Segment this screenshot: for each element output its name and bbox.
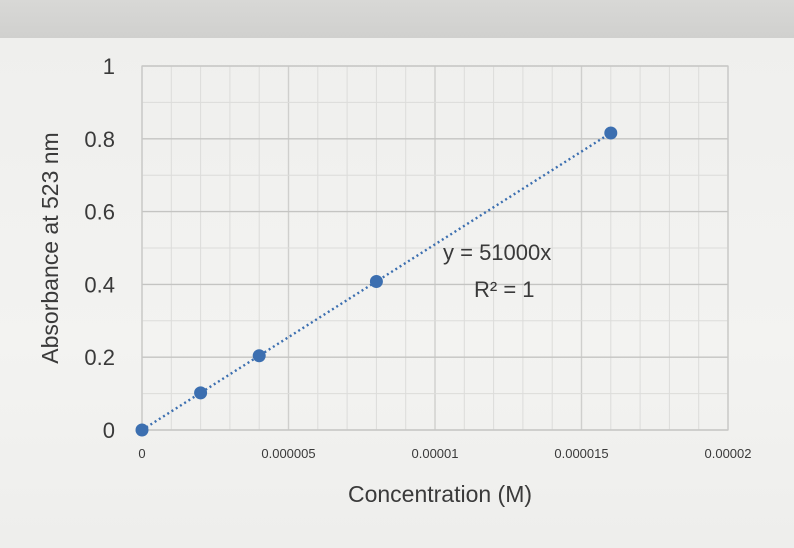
data-points — [135, 126, 618, 437]
x-tick-label: 0 — [138, 446, 145, 461]
data-point — [604, 126, 618, 140]
y-axis-title: Absorbance at 523 nm — [37, 132, 63, 363]
x-tick-label: 0.00001 — [412, 446, 459, 461]
data-point — [252, 349, 266, 363]
trendline-equation: y = 51000x — [443, 240, 551, 265]
y-axis-tick-labels: 0 0.2 0.4 0.6 0.8 1 — [84, 54, 115, 443]
data-point — [135, 423, 149, 437]
chart-area — [0, 38, 794, 548]
plot-border — [141, 65, 729, 431]
data-point — [369, 274, 383, 288]
y-tick-label: 0.2 — [84, 345, 115, 370]
x-axis-tick-labels: 0 0.000005 0.00001 0.000015 0.00002 — [138, 446, 751, 461]
x-tick-label: 0.000005 — [261, 446, 315, 461]
x-axis-title: Concentration (M) — [348, 481, 532, 507]
y-tick-label: 0 — [103, 418, 115, 443]
y-tick-label: 0.4 — [84, 272, 115, 297]
y-tick-label: 1 — [103, 54, 115, 79]
x-tick-label: 0.00002 — [705, 446, 752, 461]
x-tick-label: 0.000015 — [554, 446, 608, 461]
r-squared-label: R² = 1 — [474, 277, 535, 302]
y-tick-label: 0.8 — [84, 127, 115, 152]
y-tick-label: 0.6 — [84, 200, 115, 225]
gridlines — [141, 65, 729, 431]
data-point — [194, 386, 208, 400]
